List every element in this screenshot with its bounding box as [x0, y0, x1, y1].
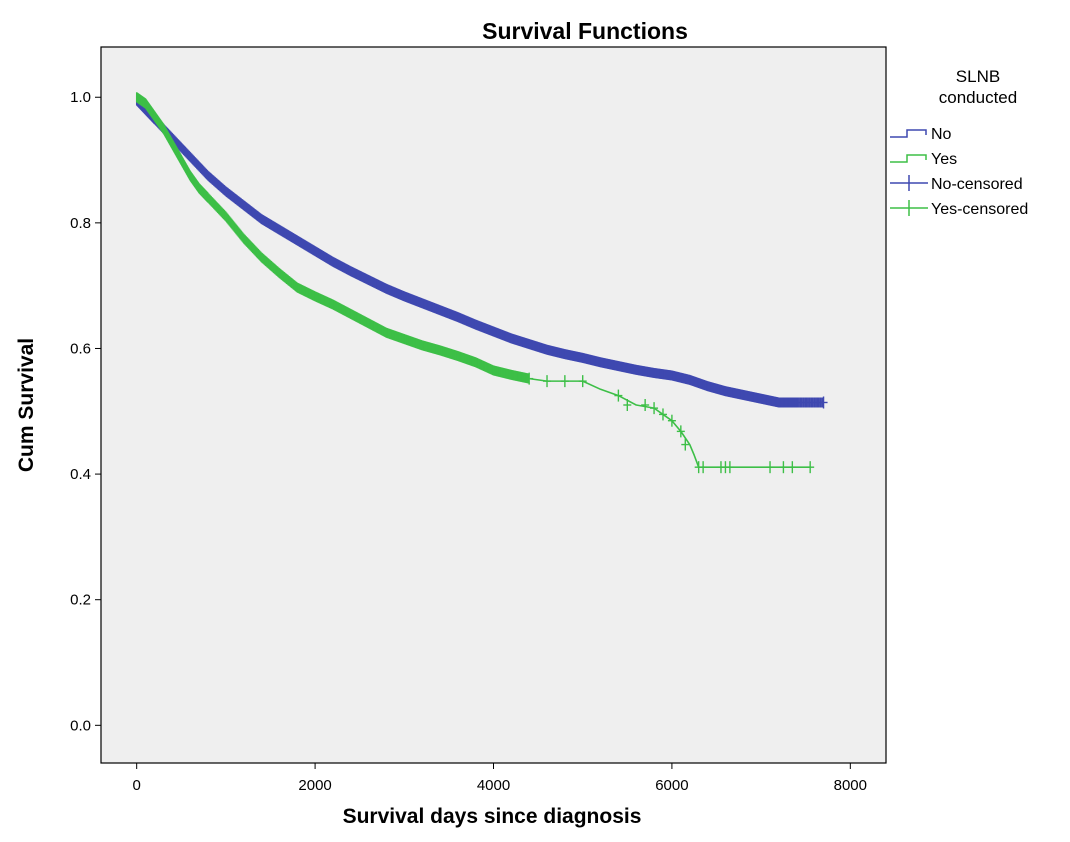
legend-item: No — [890, 126, 952, 143]
x-axis: 0 2000 4000 6000 8000 — [133, 763, 867, 794]
chart-title: Survival Functions — [482, 18, 688, 44]
legend-item: Yes — [890, 151, 957, 168]
legend-step-symbol — [890, 129, 927, 138]
y-tick-label: 0.8 — [70, 215, 91, 232]
survival-curves — [135, 92, 828, 474]
y-tick-label: 1.0 — [70, 89, 91, 106]
legend-title: conducted — [939, 88, 1017, 107]
x-axis-title: Survival days since diagnosis — [343, 805, 642, 828]
legend-label: No-censored — [931, 176, 1023, 193]
plot-area — [100, 46, 887, 764]
x-tick-label: 4000 — [477, 777, 510, 794]
y-tick-label: 0.6 — [70, 340, 91, 357]
legend-item: Yes-censored — [890, 200, 1028, 218]
legend-step-symbol — [890, 154, 927, 163]
legend-label: Yes-censored — [931, 201, 1028, 218]
legend-item: No-censored — [890, 175, 1023, 193]
legend-title: SLNB — [956, 67, 1000, 86]
y-tick-label: 0.2 — [70, 592, 91, 609]
legend-label: Yes — [931, 151, 957, 168]
legend-label: No — [931, 126, 952, 143]
x-tick-label: 8000 — [834, 777, 867, 794]
series-yes — [135, 92, 815, 474]
x-tick-label: 2000 — [298, 777, 331, 794]
y-tick-label: 0.0 — [70, 717, 91, 734]
x-tick-label: 6000 — [655, 777, 688, 794]
y-tick-label: 0.4 — [70, 466, 91, 483]
legend: SLNB conducted No Yes No-censored Yes-censore… — [890, 67, 1028, 218]
y-axis: 0.0 0.2 0.4 0.6 0.8 1.0 — [70, 89, 101, 734]
x-tick-label: 0 — [133, 777, 141, 794]
y-axis-title: Cum Survival — [15, 338, 38, 472]
